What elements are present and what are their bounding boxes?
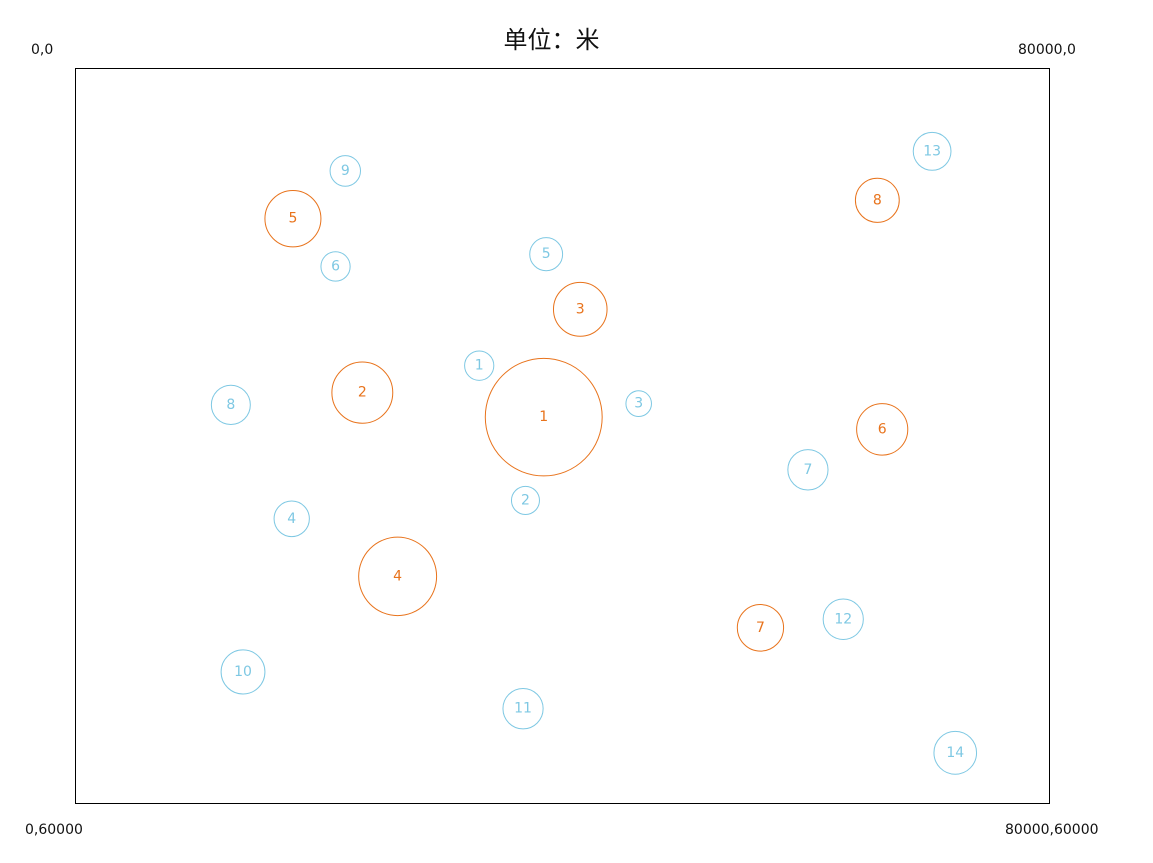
blue-circle-label-13: 13 [923,143,941,159]
orange-circle-label-1: 1 [539,409,548,425]
blue-circle-3 [625,390,652,418]
corner-label-bottom-left: 0,60000 [25,822,83,838]
blue-circle-4 [273,500,310,538]
map-frame [75,68,1050,804]
corner-label-top-right: 80000,0 [1018,42,1076,58]
orange-circle-4 [358,536,438,617]
blue-circle-9 [329,155,362,187]
blue-circle-label-3: 3 [634,396,643,412]
orange-circle-5 [264,190,322,248]
blue-circle-14 [933,730,978,775]
blue-circle-label-4: 4 [287,511,296,527]
orange-circle-label-8: 8 [873,192,882,208]
orange-circle-7 [736,604,785,652]
blue-circle-5 [529,237,564,272]
blue-circle-label-14: 14 [946,745,964,761]
orange-circle-label-4: 4 [393,568,402,584]
blue-circle-12 [822,598,864,640]
blue-circle-7 [787,449,829,491]
blue-circle-10 [220,649,266,695]
blue-circle-label-10: 10 [234,664,252,680]
orange-circle-label-7: 7 [756,620,765,636]
orange-circle-label-6: 6 [878,421,887,437]
orange-circle-2 [331,361,394,424]
blue-circle-label-7: 7 [803,462,812,478]
blue-circle-label-9: 9 [341,163,350,179]
blue-circle-label-6: 6 [331,258,340,274]
orange-circle-6 [856,403,909,456]
blue-circle-label-5: 5 [542,246,551,262]
blue-circle-6 [320,251,351,282]
orange-circle-8 [854,177,900,223]
unit-title: 单位：米 [503,26,600,54]
blue-circle-13 [912,131,952,171]
blue-circle-1 [464,350,495,381]
blue-circle-11 [502,687,544,730]
blue-circle-label-8: 8 [226,397,235,413]
blue-circle-label-2: 2 [521,492,530,508]
blue-circle-8 [210,384,251,425]
orange-circle-1 [484,357,603,477]
blue-circle-label-12: 12 [834,611,852,627]
blue-circle-2 [510,485,540,516]
corner-label-bottom-right: 80000,60000 [1005,822,1099,838]
orange-circle-label-3: 3 [576,301,585,317]
corner-label-top-left: 0,0 [31,42,54,58]
orange-circle-label-5: 5 [288,211,297,227]
orange-circle-label-2: 2 [358,385,367,401]
orange-circle-3 [552,281,608,337]
blue-circle-label-11: 11 [514,701,532,717]
blue-circle-label-1: 1 [475,358,484,374]
